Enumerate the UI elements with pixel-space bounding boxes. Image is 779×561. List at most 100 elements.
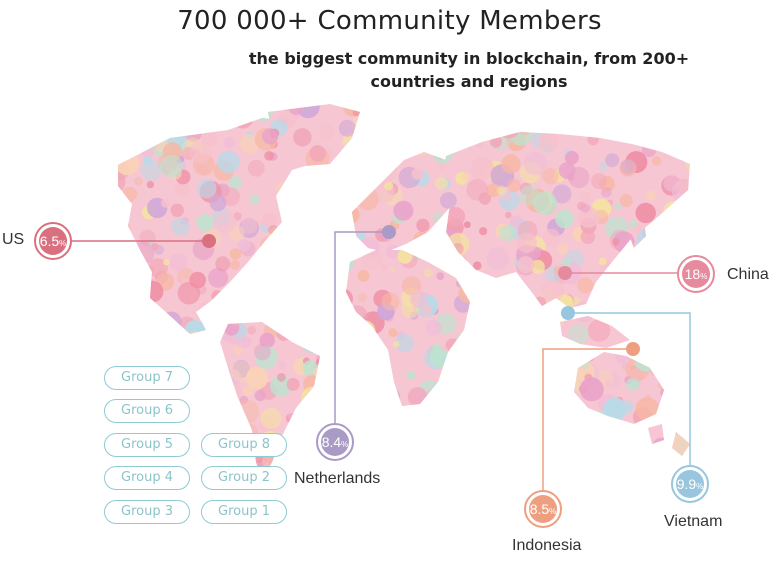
map-texture — [245, 366, 269, 390]
map-texture — [154, 104, 164, 109]
map-texture — [418, 459, 426, 467]
map-texture — [122, 186, 138, 202]
map-texture — [677, 104, 690, 108]
percent-bubble-vietnam[interactable]: 9.9% — [671, 465, 709, 503]
percent-bubble-us[interactable]: 6.5% — [34, 222, 72, 260]
map-texture — [340, 238, 350, 248]
map-texture — [384, 104, 394, 106]
map-texture — [615, 446, 626, 456]
map-texture — [399, 466, 412, 478]
map-texture — [692, 98, 701, 107]
map-texture — [289, 295, 306, 311]
map-dot-vietnam[interactable] — [561, 306, 575, 320]
map-texture — [492, 294, 507, 309]
map-texture — [485, 338, 494, 347]
map-texture — [199, 405, 207, 412]
map-texture — [197, 408, 216, 428]
group-4-button[interactable]: Group 4 — [104, 466, 190, 490]
map-texture — [652, 104, 674, 122]
group-1-button[interactable]: Group 1 — [201, 500, 287, 524]
map-texture — [663, 200, 685, 223]
map-texture — [262, 128, 279, 145]
map-texture — [521, 104, 532, 109]
map-texture — [430, 117, 450, 137]
group-8-button[interactable]: Group 8 — [201, 433, 287, 457]
map-texture — [486, 247, 510, 270]
map-dot-indonesia[interactable] — [626, 342, 640, 356]
map-texture — [492, 104, 512, 122]
map-texture — [461, 172, 470, 181]
map-texture — [648, 325, 662, 339]
map-texture — [312, 228, 322, 238]
map-texture — [196, 345, 208, 357]
map-texture — [552, 390, 574, 412]
map-texture — [357, 232, 366, 241]
map-texture — [288, 412, 295, 420]
map-texture — [332, 320, 342, 330]
map-texture — [525, 329, 536, 340]
map-texture — [236, 335, 250, 349]
map-texture — [667, 452, 679, 464]
map-texture — [690, 354, 707, 371]
map-texture — [671, 116, 687, 133]
map-texture — [208, 107, 221, 121]
map-texture — [287, 267, 295, 276]
map-dot-china[interactable] — [558, 266, 572, 280]
map-texture — [247, 159, 265, 177]
map-texture — [651, 437, 671, 457]
map-texture — [695, 341, 704, 350]
map-texture — [91, 117, 110, 136]
map-texture — [385, 104, 408, 124]
map-texture — [460, 341, 469, 350]
map-texture — [120, 104, 141, 112]
group-3-button[interactable]: Group 3 — [104, 500, 190, 524]
map-texture — [366, 396, 387, 417]
map-texture — [496, 185, 507, 196]
map-texture — [641, 290, 665, 315]
group-6-button[interactable]: Group 6 — [104, 399, 190, 423]
map-texture — [254, 343, 271, 361]
group-7-button[interactable]: Group 7 — [104, 366, 190, 390]
map-texture — [285, 279, 296, 290]
group-2-button[interactable]: Group 2 — [201, 466, 287, 490]
percent-bubble-china[interactable]: 18% — [677, 255, 715, 293]
map-texture — [312, 324, 321, 333]
map-texture — [145, 340, 163, 358]
group-5-button[interactable]: Group 5 — [104, 433, 190, 457]
map-texture — [407, 387, 428, 407]
map-texture — [239, 395, 248, 405]
map-texture — [91, 225, 108, 242]
map-texture — [174, 181, 190, 197]
percent-bubble-netherlands[interactable]: 8.4% — [316, 423, 354, 461]
map-texture — [483, 326, 496, 339]
map-texture — [319, 124, 335, 140]
percent-bubble-indonesia[interactable]: 8.5% — [524, 490, 562, 528]
map-texture — [450, 342, 471, 363]
map-texture — [129, 337, 154, 362]
map-texture — [272, 275, 285, 287]
map-texture — [619, 194, 633, 208]
map-texture — [445, 399, 462, 416]
map-texture — [645, 352, 670, 377]
map-texture — [191, 105, 214, 129]
map-texture — [689, 354, 690, 373]
map-texture — [571, 465, 580, 474]
map-texture — [303, 336, 320, 353]
map-texture — [478, 349, 491, 362]
map-texture — [237, 239, 251, 252]
map-dot-us[interactable] — [202, 234, 216, 248]
map-texture — [490, 135, 502, 148]
map-texture — [455, 331, 475, 351]
map-texture — [504, 350, 529, 374]
map-texture — [466, 179, 489, 201]
map-texture — [365, 104, 381, 108]
map-texture — [180, 459, 188, 467]
map-texture — [305, 213, 315, 223]
map-texture — [118, 151, 140, 176]
map-texture — [626, 378, 639, 391]
map-texture — [197, 300, 219, 323]
map-texture — [531, 407, 553, 429]
map-dot-netherlands[interactable] — [382, 225, 396, 239]
map-texture — [433, 397, 457, 422]
map-texture — [587, 319, 611, 342]
